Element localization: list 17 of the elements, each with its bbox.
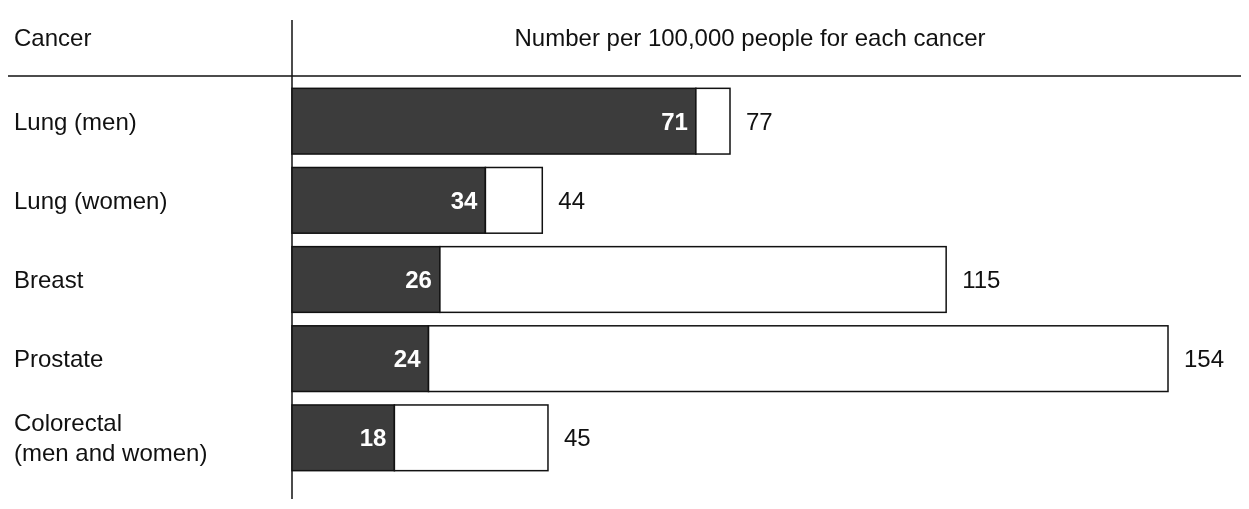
y-axis-title: Cancer [14, 24, 92, 51]
y-tick-label: Lung (women) [14, 186, 168, 214]
x-axis-title: Number per 100,000 people for each cancer [514, 24, 986, 51]
total-label: 77 [746, 107, 773, 135]
y-tick-label: Prostate [14, 345, 104, 373]
total-label: 44 [558, 186, 585, 214]
data-label: 24 [393, 345, 422, 373]
y-tick-label: Colorectal (men and women) [14, 409, 208, 467]
data-label: 26 [405, 265, 432, 293]
total-label: 115 [962, 265, 1001, 293]
data-label: 18 [359, 424, 387, 452]
data-label: 34 [450, 186, 479, 214]
total-label: 45 [563, 424, 591, 452]
total-label: 154 [1184, 345, 1225, 373]
y-tick-label: Lung (men) [14, 107, 137, 135]
data-label: 71 [661, 107, 688, 135]
y-tick-label: Breast [14, 265, 84, 293]
